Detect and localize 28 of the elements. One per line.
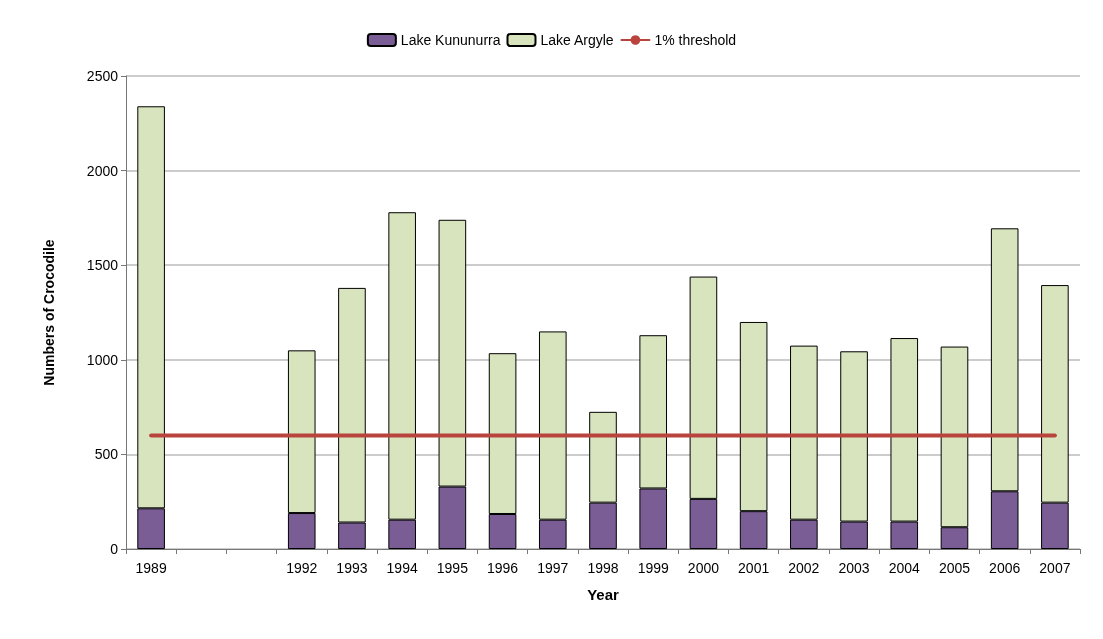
x-tick-label: 2002 [788, 560, 820, 576]
x-tick-label: 1994 [386, 560, 418, 576]
y-tick-label: 2000 [86, 162, 119, 179]
y-tick-label: 1000 [86, 351, 119, 368]
x-tick-label: 2005 [938, 560, 971, 576]
x-tick-label: 2001 [738, 560, 770, 576]
legend-label: Lake Kununurra [400, 32, 501, 48]
x-tick-label: 1998 [587, 560, 619, 576]
y-tick-label: 500 [94, 446, 119, 463]
x-tick-label: 1992 [286, 560, 318, 576]
legend-label: 1% threshold [654, 32, 737, 48]
y-axis-title: Numbers of Crocodile [41, 239, 57, 386]
x-tick-label: 1995 [436, 560, 469, 576]
y-tick-label: 2500 [86, 68, 119, 84]
x-axis-title: Year [587, 586, 620, 603]
x-tick-label: 2003 [838, 560, 870, 576]
x-tick-label: 1993 [336, 560, 368, 576]
y-tick-label: 1500 [86, 257, 119, 274]
y-tick-label: 0 [110, 541, 119, 557]
x-tick-label: 2004 [888, 560, 921, 576]
x-tick-label: 2007 [1039, 560, 1071, 576]
x-tick-label: 2006 [989, 560, 1021, 576]
x-tick-label: 1996 [487, 560, 519, 576]
x-tick-label: 1989 [135, 560, 167, 576]
legend-label: Lake Argyle [540, 32, 614, 48]
x-tick-label: 1997 [537, 560, 569, 576]
x-tick-label: 1999 [637, 560, 669, 576]
x-tick-label: 2000 [687, 560, 720, 576]
